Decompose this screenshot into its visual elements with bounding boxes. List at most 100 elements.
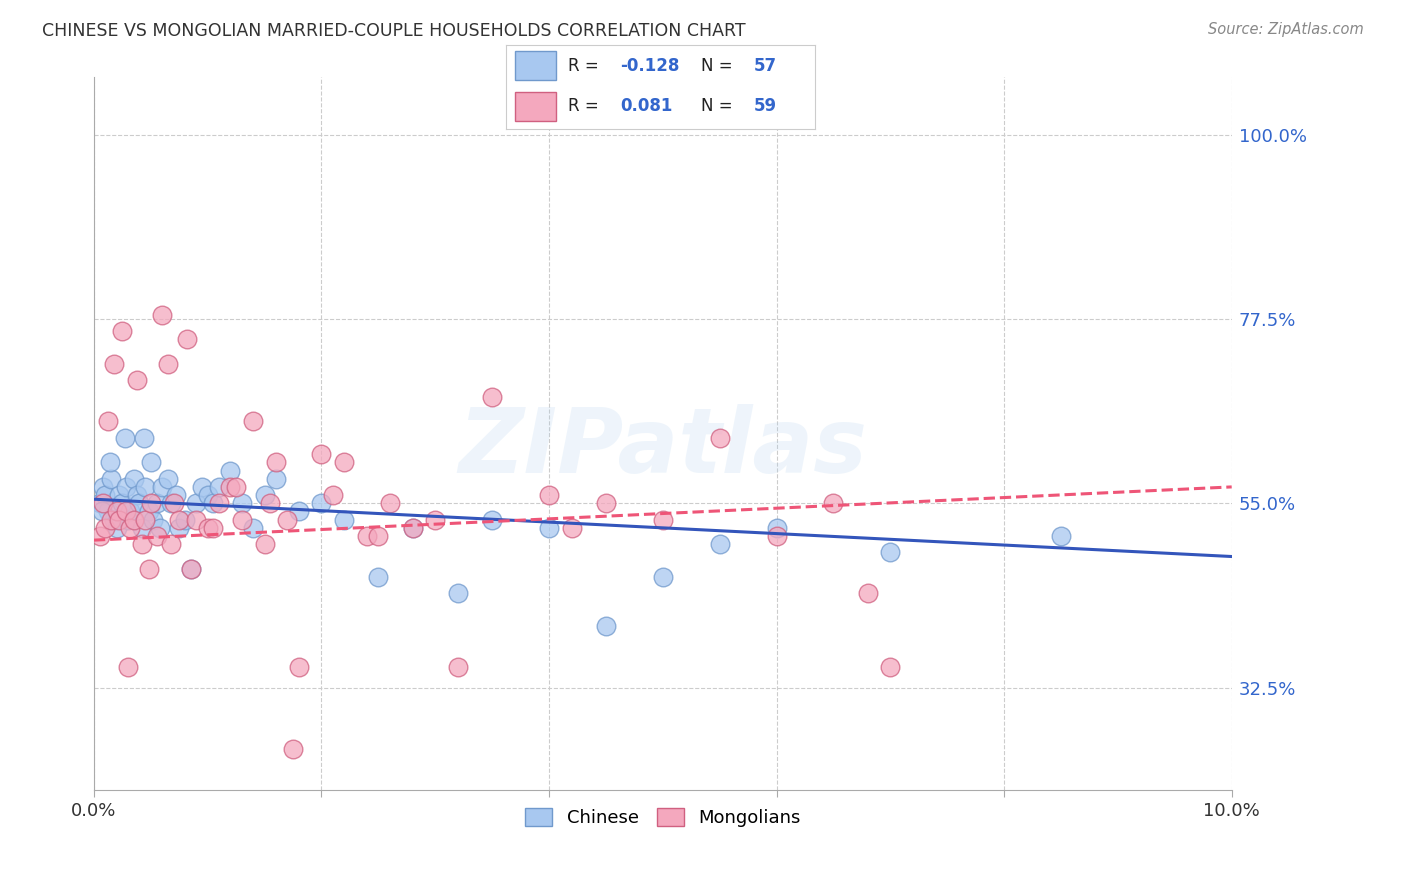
Point <box>132 431 155 445</box>
Point <box>149 521 172 535</box>
Point <box>197 521 219 535</box>
Point <box>276 513 298 527</box>
Point <box>264 455 287 469</box>
Point <box>481 513 503 527</box>
Point <box>879 660 901 674</box>
Point <box>651 513 673 527</box>
Point <box>165 488 187 502</box>
Point <box>120 521 142 535</box>
Point <box>253 537 276 551</box>
Point <box>264 472 287 486</box>
Point <box>311 496 333 510</box>
Point <box>367 529 389 543</box>
Point <box>97 414 120 428</box>
Text: CHINESE VS MONGOLIAN MARRIED-COUPLE HOUSEHOLDS CORRELATION CHART: CHINESE VS MONGOLIAN MARRIED-COUPLE HOUS… <box>42 22 745 40</box>
Point <box>114 480 136 494</box>
Point <box>367 570 389 584</box>
Point <box>162 496 184 510</box>
Point <box>823 496 845 510</box>
Point <box>103 513 125 527</box>
Point <box>595 496 617 510</box>
Text: R =: R = <box>568 57 605 75</box>
Point <box>111 496 134 510</box>
Point <box>91 480 114 494</box>
Point <box>100 472 122 486</box>
Point <box>425 513 447 527</box>
Point <box>1050 529 1073 543</box>
FancyBboxPatch shape <box>516 92 555 120</box>
Point <box>879 545 901 559</box>
Point <box>89 496 111 510</box>
Point <box>167 513 190 527</box>
Point <box>765 521 787 535</box>
Point <box>150 308 173 322</box>
Point <box>242 521 264 535</box>
Point <box>281 742 304 756</box>
Text: Source: ZipAtlas.com: Source: ZipAtlas.com <box>1208 22 1364 37</box>
Point <box>202 496 225 510</box>
Point <box>94 521 117 535</box>
Point <box>138 504 160 518</box>
Point <box>537 521 560 535</box>
Point <box>117 660 139 674</box>
Point <box>231 496 253 510</box>
Legend: Chinese, Mongolians: Chinese, Mongolians <box>517 800 808 834</box>
Point <box>91 496 114 510</box>
Point <box>242 414 264 428</box>
Point <box>186 513 208 527</box>
Point <box>156 472 179 486</box>
Point <box>595 619 617 633</box>
Point <box>97 504 120 518</box>
Point <box>114 504 136 518</box>
Point <box>219 480 242 494</box>
Point <box>142 513 165 527</box>
Point <box>253 488 276 502</box>
Point <box>134 480 156 494</box>
Point <box>103 357 125 371</box>
Point <box>156 357 179 371</box>
Point <box>481 390 503 404</box>
Point <box>138 562 160 576</box>
Point <box>174 513 197 527</box>
Point <box>105 504 128 518</box>
Point <box>651 570 673 584</box>
Point <box>287 660 309 674</box>
Point <box>401 521 423 535</box>
FancyBboxPatch shape <box>516 52 555 80</box>
Point <box>447 660 470 674</box>
Point <box>202 521 225 535</box>
Point <box>180 562 202 576</box>
Point <box>90 504 112 518</box>
Point <box>186 496 208 510</box>
Text: R =: R = <box>568 97 605 115</box>
Point <box>561 521 583 535</box>
Point <box>231 513 253 527</box>
Point <box>856 586 879 600</box>
Point <box>709 537 731 551</box>
Point <box>447 586 470 600</box>
Point <box>191 480 214 494</box>
Point <box>134 513 156 527</box>
Point <box>128 496 150 510</box>
Text: 57: 57 <box>754 57 776 75</box>
Point <box>378 496 401 510</box>
Text: ZIPatlas: ZIPatlas <box>458 404 868 491</box>
Point <box>167 521 190 535</box>
Text: 59: 59 <box>754 97 776 115</box>
Point <box>225 480 247 494</box>
Point <box>108 513 131 527</box>
Point <box>127 488 149 502</box>
Point <box>197 488 219 502</box>
Point <box>145 496 167 510</box>
Point <box>208 480 231 494</box>
Point <box>111 324 134 338</box>
Text: N =: N = <box>702 97 738 115</box>
Point <box>89 529 111 543</box>
Point <box>122 513 145 527</box>
Point <box>208 496 231 510</box>
Point <box>139 496 162 510</box>
Point <box>537 488 560 502</box>
Text: N =: N = <box>702 57 738 75</box>
Point <box>145 529 167 543</box>
Point <box>322 488 344 502</box>
